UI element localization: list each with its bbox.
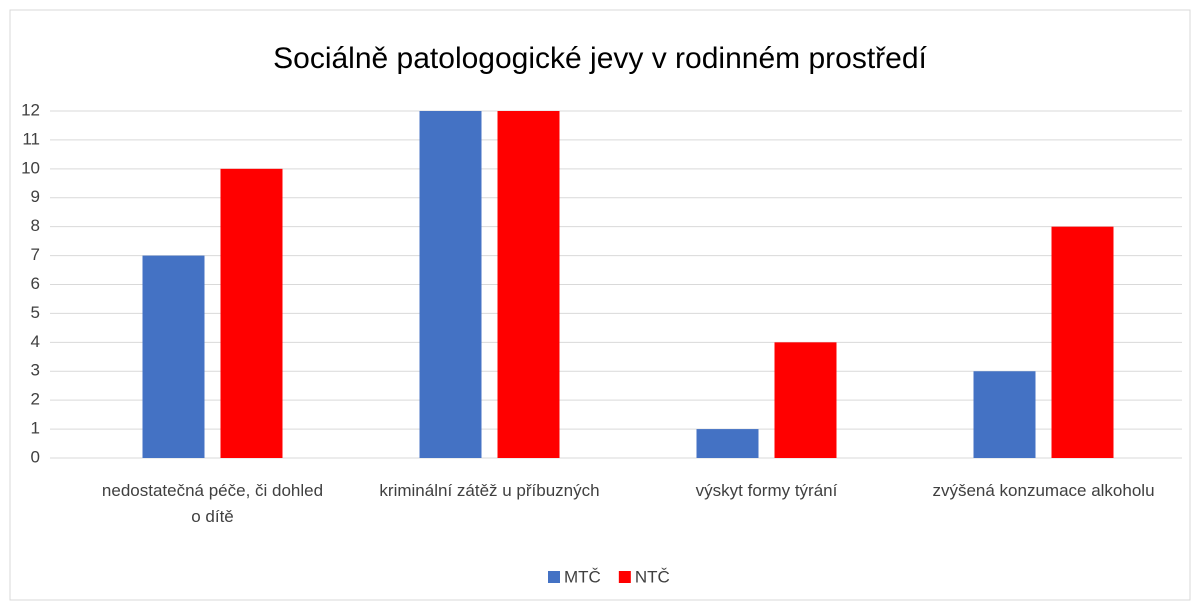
bar [419, 111, 482, 458]
y-tick-label: 8 [31, 216, 40, 235]
x-tick-label: zvýšená konzumace alkoholu [932, 481, 1155, 500]
y-tick-label: 10 [21, 158, 40, 177]
legend-label: MTČ [564, 567, 601, 586]
y-tick-label: 9 [31, 187, 40, 206]
bar [142, 255, 205, 458]
y-tick-label: 4 [31, 332, 40, 351]
y-tick-label: 11 [22, 129, 40, 148]
chart-frame [9, 9, 1191, 601]
y-tick-label: 7 [31, 245, 40, 264]
x-tick-label: výskyt formy týrání [695, 481, 838, 500]
y-tick-label: 0 [31, 447, 40, 466]
x-tick-label: nedostatečná péče, či dohled o dítě [101, 481, 324, 526]
y-tick-label: 1 [31, 419, 40, 438]
y-tick-label: 2 [31, 390, 40, 409]
chart-title: Sociálně patologogické jevy v rodinném p… [273, 42, 927, 75]
x-tick-label: kriminální zátěž u příbuzných [379, 481, 600, 500]
y-tick-label: 5 [31, 303, 40, 322]
y-tick-label: 12 [21, 100, 40, 119]
bar [774, 342, 837, 458]
bar [220, 168, 283, 459]
y-tick-label: 3 [31, 361, 40, 380]
legend-swatch [548, 571, 560, 583]
bar [497, 111, 560, 458]
bar [973, 371, 1036, 458]
y-tick-label: 6 [31, 274, 40, 293]
legend-label: NTČ [635, 567, 670, 586]
bar [1051, 226, 1114, 458]
legend-swatch [618, 571, 631, 583]
bar [696, 429, 759, 458]
